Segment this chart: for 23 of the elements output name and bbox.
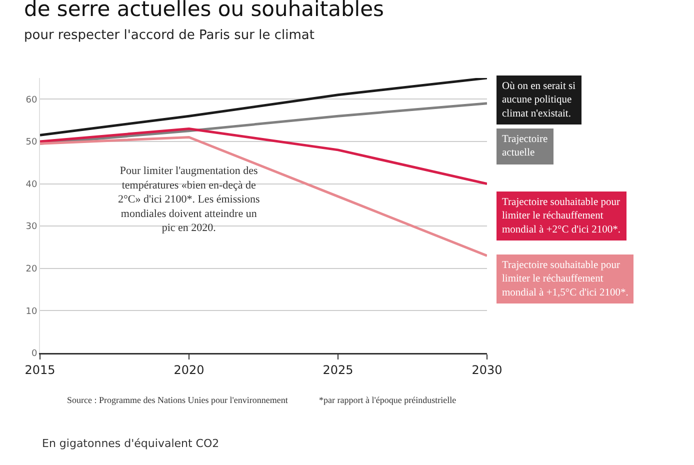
y-tick-label: 0 — [31, 349, 38, 360]
series-label: Trajectoire souhaitable pour limiter le réchauffement mondial à +2°C d'ici 2100*. — [502, 197, 620, 236]
annotation: Pour limiter l'augmentation des températures «bien en-deçà de 2°C» d'ici 2100*. Les émissions mondiales doivent atteindre un pic en 2020. — [118, 165, 260, 234]
chart-title: de serre actuelles ou souhaitables — [24, 0, 384, 21]
x-tick-label: 2025 — [322, 362, 354, 377]
chart-subtitle: pour respecter l'accord de Paris sur le climat — [24, 28, 314, 43]
x-tick-label: 2030 — [472, 362, 502, 377]
y-tick-label: 30 — [26, 222, 38, 232]
text: Trajectoire actuelle — [502, 134, 548, 159]
series-label: Où on en serait si aucune politique climat n'existait. — [502, 81, 576, 120]
line-series — [40, 136, 487, 257]
y-tick-label: 60 — [26, 95, 38, 106]
y-tick-label: 20 — [26, 264, 38, 275]
y-tick-label: 10 — [26, 306, 38, 317]
x-tick-label: 2015 — [24, 362, 56, 377]
text: *par rapport à l'époque préindustrielle — [319, 395, 456, 405]
text: En gigatonnes d'équivalent CO2 — [42, 437, 220, 450]
y-tick-label: 40 — [26, 180, 38, 190]
series-label: Trajectoire souhaitable pour limiter le réchauffement mondial à +1,5°C d'ici 2100*. — [502, 260, 628, 298]
source-note: Source : Programme des Nations Unies pour l'environnement — [67, 395, 288, 405]
x-tick-label: 2020 — [174, 362, 204, 377]
line-series — [40, 78, 487, 136]
y-tick-label: 50 — [26, 138, 38, 148]
